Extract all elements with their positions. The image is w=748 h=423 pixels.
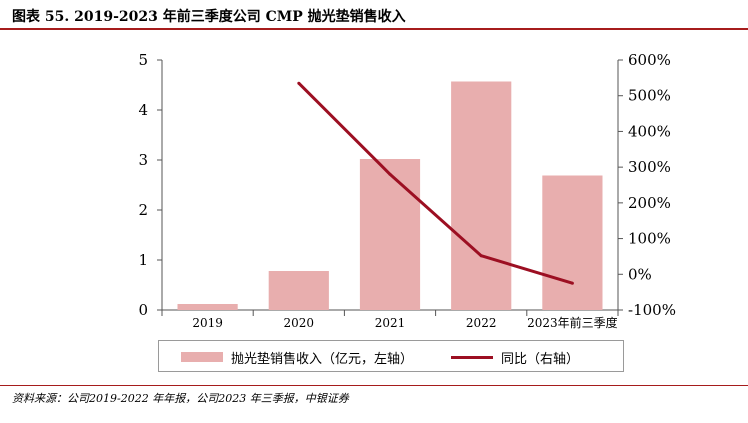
combo-chart: 0 1 2 3 4 5 -100% 0% 100% 200% 300% 400% 500% 600% 201… xyxy=(138,51,676,330)
x-tick-label: 2023年前三季度 xyxy=(527,315,618,330)
line-point xyxy=(479,254,483,258)
right-tick-label: 0% xyxy=(628,265,652,283)
left-tick-label: 5 xyxy=(138,51,148,69)
bar xyxy=(268,271,329,310)
axis-labels: 0 1 2 3 4 5 -100% 0% 100% 200% 300% 400% 500% 600% 201… xyxy=(138,51,676,330)
left-tick-label: 2 xyxy=(138,201,148,219)
bar xyxy=(359,159,421,310)
legend-line-swatch xyxy=(451,356,493,359)
line-point xyxy=(297,81,301,85)
bar xyxy=(542,175,603,310)
x-tick-label: 2022 xyxy=(466,316,497,330)
left-tick-label: 0 xyxy=(138,301,148,319)
right-tick-label: 100% xyxy=(628,230,671,248)
right-tick-label: 500% xyxy=(628,87,671,105)
legend: 抛光垫销售收入（亿元，左轴） 同比（右轴） xyxy=(158,340,624,372)
x-tick-label: 2021 xyxy=(375,316,406,330)
left-tick-label: 1 xyxy=(138,251,148,269)
right-tick-label: 200% xyxy=(628,194,671,212)
title-bar: 图表 55. 2019-2023 年前三季度公司 CMP 抛光垫销售收入 xyxy=(0,0,748,30)
x-tick-label: 2020 xyxy=(284,316,315,330)
right-tick-label: 300% xyxy=(628,158,671,176)
yoy-line xyxy=(297,82,573,285)
left-tick-label: 4 xyxy=(138,101,148,119)
legend-bar-label: 抛光垫销售收入（亿元，左轴） xyxy=(231,352,414,367)
line-point xyxy=(388,172,392,176)
bar xyxy=(451,81,512,310)
bar-series xyxy=(177,81,603,310)
legend-bar-swatch xyxy=(181,352,223,362)
right-tick-label: 600% xyxy=(628,51,671,69)
right-tick-label: 400% xyxy=(628,122,671,140)
right-tick-label: -100% xyxy=(628,301,676,319)
bar xyxy=(177,304,238,310)
footer-rule xyxy=(0,385,748,386)
left-tick-label: 3 xyxy=(138,151,148,169)
line-series xyxy=(297,81,574,285)
line-point xyxy=(570,281,574,285)
source-note: 资料来源：公司2019-2022 年年报，公司2023 年三季报，中银证券 xyxy=(12,392,349,405)
x-tick-label: 2019 xyxy=(192,316,223,330)
chart-title: 图表 55. 2019-2023 年前三季度公司 CMP 抛光垫销售收入 xyxy=(12,9,406,25)
legend-line-label: 同比（右轴） xyxy=(501,352,580,367)
